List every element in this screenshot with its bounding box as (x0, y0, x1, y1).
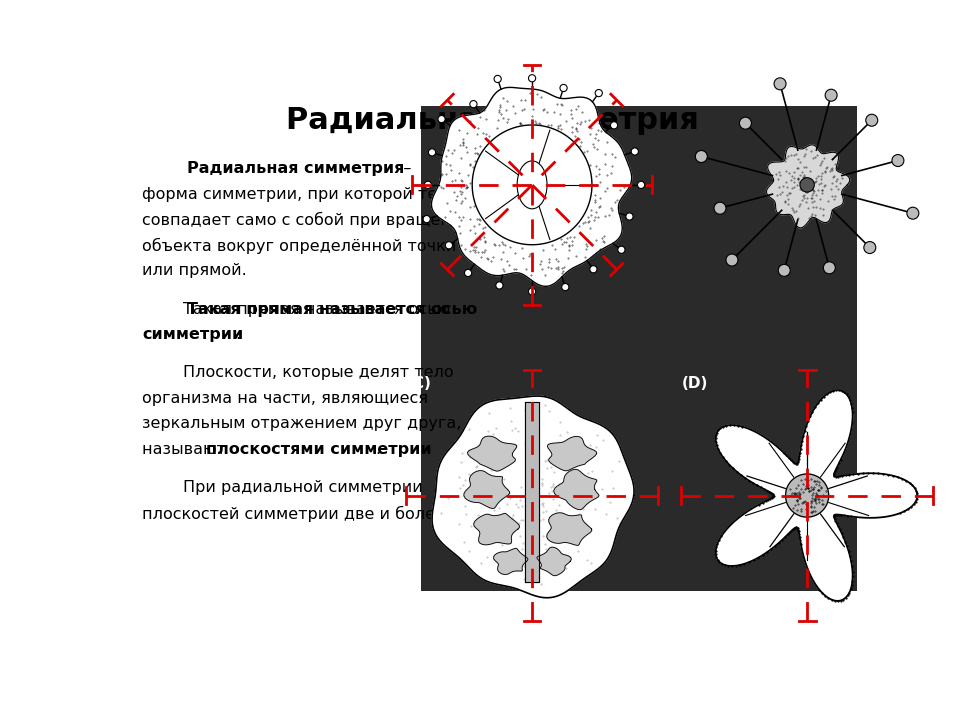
Text: При радиальной симметрии: При радиальной симметрии (142, 480, 423, 495)
Polygon shape (766, 145, 850, 228)
Circle shape (739, 117, 752, 129)
Circle shape (866, 114, 877, 126)
Text: симметрии: симметрии (142, 327, 244, 342)
Polygon shape (547, 436, 596, 471)
Circle shape (529, 288, 536, 295)
Text: организма на части, являющиеся: организма на части, являющиеся (142, 391, 428, 406)
Text: называют: называют (142, 442, 231, 456)
Text: Плоскости, которые делят тело: Плоскости, которые делят тело (142, 365, 454, 380)
Circle shape (892, 155, 904, 166)
Polygon shape (715, 390, 918, 601)
Polygon shape (493, 549, 528, 575)
Text: объекта вокруг определённой точки: объекта вокруг определённой точки (142, 238, 457, 254)
Circle shape (445, 242, 452, 249)
Circle shape (438, 115, 445, 122)
Bar (421, 106, 856, 591)
Circle shape (618, 246, 625, 253)
Text: Такая прямая называется осью: Такая прямая называется осью (142, 302, 450, 317)
Text: плоскостей симметрии две и более.: плоскостей симметрии две и более. (142, 505, 450, 522)
Circle shape (428, 149, 436, 156)
Circle shape (774, 78, 786, 90)
Text: Радиальная симметрия: Радиальная симметрия (285, 106, 699, 135)
Circle shape (595, 89, 602, 96)
Text: зеркальным отражением друг друга,: зеркальным отражением друг друга, (142, 416, 462, 431)
Polygon shape (468, 436, 516, 471)
Circle shape (695, 150, 708, 163)
Text: (C): (C) (406, 376, 431, 391)
Circle shape (589, 266, 597, 273)
Polygon shape (785, 474, 828, 517)
Circle shape (560, 84, 567, 91)
Text: –: – (142, 161, 412, 176)
Circle shape (826, 89, 837, 102)
Text: Радиальная симметрия: Радиальная симметрия (142, 161, 405, 176)
Circle shape (465, 269, 471, 276)
Text: .: . (235, 327, 240, 342)
Text: совпадает само с собой при вращении: совпадает само с собой при вращении (142, 212, 472, 228)
Circle shape (469, 101, 477, 108)
Circle shape (424, 181, 431, 189)
Circle shape (494, 76, 501, 83)
Circle shape (495, 282, 503, 289)
Circle shape (562, 284, 569, 291)
Polygon shape (537, 547, 571, 576)
Text: .: . (375, 442, 380, 456)
Polygon shape (464, 471, 510, 508)
Text: форма симметрии, при которой тело: форма симметрии, при которой тело (142, 186, 458, 202)
Circle shape (632, 148, 638, 155)
Text: Такая прямая называется осью: Такая прямая называется осью (142, 302, 478, 317)
Text: (A): (A) (406, 65, 432, 80)
Circle shape (529, 75, 536, 82)
Circle shape (726, 254, 738, 266)
Text: (B): (B) (682, 65, 707, 80)
Circle shape (907, 207, 919, 219)
Polygon shape (554, 469, 599, 510)
Circle shape (824, 262, 835, 274)
Circle shape (714, 202, 726, 214)
Circle shape (800, 178, 814, 192)
Circle shape (423, 215, 430, 222)
Circle shape (779, 264, 790, 276)
Ellipse shape (517, 161, 547, 209)
Text: или прямой.: или прямой. (142, 264, 247, 278)
Polygon shape (547, 513, 591, 545)
Text: плоскостями симметрии: плоскостями симметрии (205, 442, 431, 456)
Circle shape (626, 213, 633, 220)
Circle shape (611, 122, 617, 129)
Circle shape (864, 242, 876, 253)
Polygon shape (431, 87, 632, 287)
Polygon shape (473, 513, 519, 545)
Circle shape (637, 181, 645, 189)
Text: (D): (D) (682, 376, 708, 391)
Polygon shape (432, 396, 634, 598)
